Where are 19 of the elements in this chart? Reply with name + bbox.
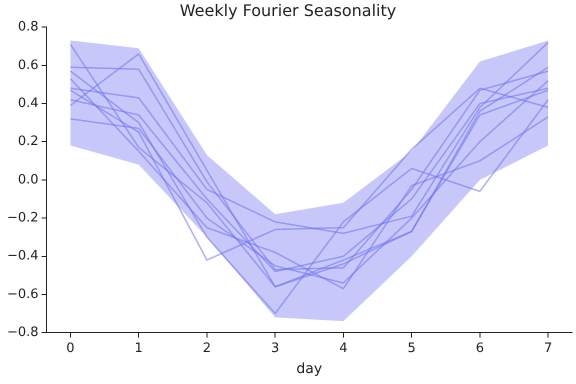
x-tick-label: 3 xyxy=(271,340,280,356)
x-tick-label: 4 xyxy=(339,340,348,356)
y-tick-label: 0.6 xyxy=(18,58,39,73)
y-tick-label: 0.0 xyxy=(18,172,39,188)
y-tick-label: −0.6 xyxy=(6,286,39,302)
x-axis-title: day xyxy=(296,361,322,378)
y-tick-label: −0.8 xyxy=(6,324,39,340)
y-tick-label: −0.4 xyxy=(6,248,39,264)
x-tick-label: 0 xyxy=(66,340,75,356)
x-tick-label: 5 xyxy=(408,340,416,356)
x-tick-label: 2 xyxy=(202,340,212,356)
y-tick-label: 0.8 xyxy=(18,20,39,35)
x-tick-label: 1 xyxy=(134,340,143,356)
x-tick-label: 7 xyxy=(544,340,552,356)
chart-title: Weekly Fourier Seasonality xyxy=(180,0,396,20)
y-tick-label: 0.2 xyxy=(18,134,39,150)
x-tick-label: 6 xyxy=(476,340,484,356)
y-tick-label: −0.2 xyxy=(6,210,39,226)
y-tick-label: 0.4 xyxy=(18,96,39,111)
